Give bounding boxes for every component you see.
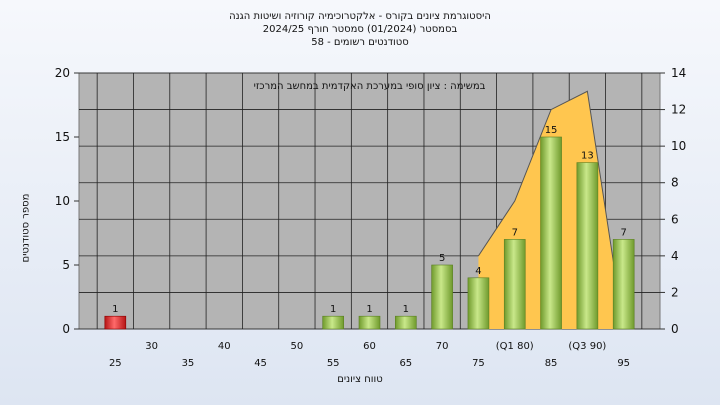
x-tick-label: 65	[399, 358, 412, 369]
x-tick-label: 60	[363, 341, 376, 352]
histogram-bar	[612, 239, 635, 330]
y-tick-label: 15	[55, 130, 70, 144]
y2-tick-label: 4	[671, 249, 679, 263]
histogram-bar	[104, 315, 127, 330]
bar-value-label: 5	[439, 253, 445, 264]
y2-tick-label: 14	[671, 66, 686, 80]
bar-value-label: 7	[512, 227, 518, 238]
bar-value-label: 15	[545, 125, 558, 136]
x-tick-label: 35	[182, 358, 195, 369]
x-tick-label: 95	[617, 358, 630, 369]
bar-value-label: 1	[403, 304, 409, 315]
y-tick-label: 0	[62, 322, 70, 336]
chart-annotation: במשימה : ציון סופי במערכת האקדמית במחשב …	[254, 81, 486, 92]
histogram-bar	[576, 162, 599, 330]
x-tick-label: 55	[327, 358, 340, 369]
y-tick-label: 20	[55, 66, 70, 80]
distribution-outline	[478, 90, 625, 330]
y-tick-label: 10	[55, 194, 70, 208]
x-tick-label: 40	[218, 341, 231, 352]
x-tick-label: (Q3 90)	[568, 341, 606, 352]
chart-title: היסטוגרמת ציונים בקורס - אלקטרוכימיה קור…	[229, 11, 491, 22]
histogram-bar	[395, 315, 417, 330]
y-axis-label: מספר סטודנטים	[20, 193, 32, 263]
bar-value-label: 1	[112, 304, 118, 315]
histogram-bar	[503, 239, 526, 330]
y-tick-label: 5	[62, 258, 70, 272]
y2-tick-label: 8	[671, 176, 679, 190]
bar-value-label: 13	[581, 151, 594, 162]
histogram-bar	[540, 136, 562, 330]
y2-tick-label: 10	[671, 139, 686, 153]
bar-value-label: 1	[330, 304, 336, 315]
x-tick-label: 25	[109, 358, 122, 369]
histogram-bar	[467, 277, 490, 330]
chart-titles: היסטוגרמת ציונים בקורס - אלקטרוכימיה קור…	[0, 10, 720, 49]
bar-value-label: 1	[366, 304, 372, 315]
bar-value-label: 7	[621, 227, 627, 238]
histogram-bar	[322, 315, 344, 330]
x-axis-label: טווח ציונים	[337, 374, 383, 385]
x-tick-label: (Q1 80)	[496, 341, 534, 352]
histogram-bar	[431, 264, 453, 330]
x-tick-label: 75	[472, 358, 485, 369]
enrolled-count: סטודנטים רשומים - 58	[311, 37, 409, 48]
x-tick-label: 30	[145, 341, 158, 352]
x-tick-label: 45	[254, 358, 267, 369]
y2-tick-label: 6	[671, 212, 679, 226]
x-tick-label: 70	[436, 341, 449, 352]
bar-value-label: 4	[475, 266, 481, 277]
chart-subtitle: בסמסטר (01/2024) סמסטר חורף 2024/25	[262, 24, 458, 35]
x-tick-label: 50	[291, 341, 304, 352]
histogram-bar	[358, 315, 381, 330]
y2-tick-label: 2	[671, 285, 679, 299]
y2-tick-label: 0	[671, 322, 679, 336]
x-tick-label: 85	[545, 358, 558, 369]
y2-tick-label: 12	[671, 103, 686, 117]
